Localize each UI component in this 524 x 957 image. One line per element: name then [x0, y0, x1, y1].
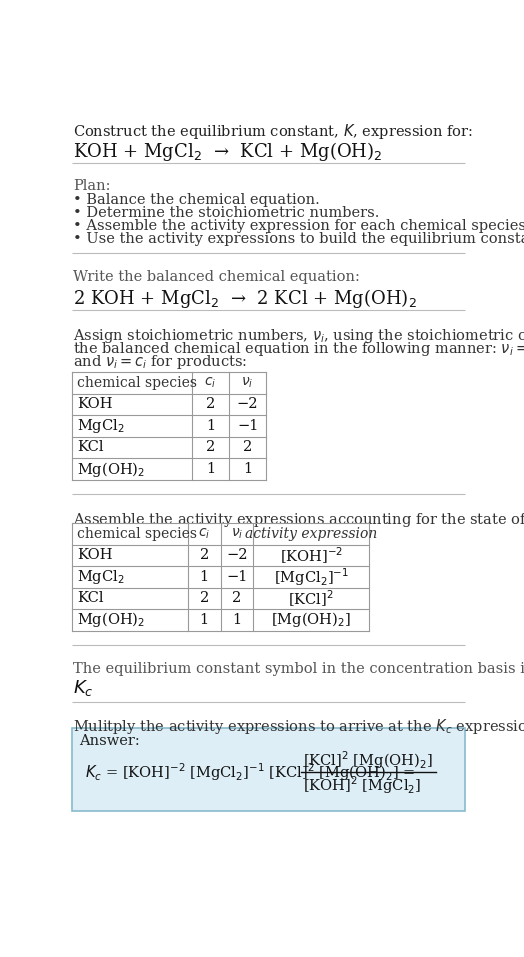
Text: 2: 2 — [200, 591, 209, 606]
Text: Mg(OH)$_2$: Mg(OH)$_2$ — [77, 459, 145, 478]
Text: 1: 1 — [243, 462, 252, 476]
Text: 2 KOH + MgCl$_2$  →  2 KCl + Mg(OH)$_2$: 2 KOH + MgCl$_2$ → 2 KCl + Mg(OH)$_2$ — [73, 286, 417, 309]
FancyBboxPatch shape — [72, 727, 465, 811]
Text: 2: 2 — [206, 440, 215, 455]
Text: 2: 2 — [206, 397, 215, 412]
Text: $c_i$: $c_i$ — [198, 526, 210, 541]
Text: $K_c$ = [KOH]$^{-2}$ [MgCl$_2$]$^{-1}$ [KCl]$^2$ [Mg(OH)$_2$] =: $K_c$ = [KOH]$^{-2}$ [MgCl$_2$]$^{-1}$ [… — [85, 762, 415, 783]
Text: Assign stoichiometric numbers, $\nu_i$, using the stoichiometric coefficients, $: Assign stoichiometric numbers, $\nu_i$, … — [73, 326, 524, 345]
Text: 2: 2 — [243, 440, 252, 455]
Text: $K_c$: $K_c$ — [73, 679, 94, 699]
Text: −1: −1 — [237, 419, 258, 433]
Text: • Determine the stoichiometric numbers.: • Determine the stoichiometric numbers. — [73, 206, 379, 220]
Text: MgCl$_2$: MgCl$_2$ — [77, 417, 125, 434]
Text: 1: 1 — [200, 569, 209, 584]
Text: chemical species: chemical species — [77, 376, 197, 389]
Text: KOH: KOH — [77, 397, 113, 412]
Text: [Mg(OH)$_2$]: [Mg(OH)$_2$] — [271, 611, 351, 630]
Text: and $\nu_i = c_i$ for products:: and $\nu_i = c_i$ for products: — [73, 353, 247, 370]
Text: 2: 2 — [200, 548, 209, 563]
Text: −2: −2 — [237, 397, 258, 412]
Text: [KOH]$^{-2}$: [KOH]$^{-2}$ — [280, 545, 343, 566]
Text: Write the balanced chemical equation:: Write the balanced chemical equation: — [73, 270, 360, 283]
Text: 1: 1 — [200, 613, 209, 627]
Text: Mulitply the activity expressions to arrive at the $K_c$ expression:: Mulitply the activity expressions to arr… — [73, 717, 524, 736]
Text: [MgCl$_2$]$^{-1}$: [MgCl$_2$]$^{-1}$ — [274, 566, 348, 588]
Text: [KCl]$^2$ [Mg(OH)$_2$]: [KCl]$^2$ [Mg(OH)$_2$] — [303, 749, 432, 771]
Text: 1: 1 — [206, 419, 215, 433]
Text: Answer:: Answer: — [80, 734, 140, 748]
Text: −1: −1 — [226, 569, 247, 584]
Text: 1: 1 — [206, 462, 215, 476]
Text: activity expression: activity expression — [245, 526, 377, 541]
Text: KOH + MgCl$_2$  →  KCl + Mg(OH)$_2$: KOH + MgCl$_2$ → KCl + Mg(OH)$_2$ — [73, 141, 383, 164]
Text: • Assemble the activity expression for each chemical species.: • Assemble the activity expression for e… — [73, 219, 524, 233]
Bar — [72, 523, 369, 631]
Bar — [72, 372, 266, 479]
Text: Mg(OH)$_2$: Mg(OH)$_2$ — [77, 611, 145, 630]
Text: KCl: KCl — [77, 440, 104, 455]
Text: MgCl$_2$: MgCl$_2$ — [77, 568, 125, 586]
Text: [KOH]$^2$ [MgCl$_2$]: [KOH]$^2$ [MgCl$_2$] — [303, 774, 421, 795]
Text: 2: 2 — [232, 591, 242, 606]
Text: −2: −2 — [226, 548, 247, 563]
Text: Assemble the activity expressions accounting for the state of matter and $\nu_i$: Assemble the activity expressions accoun… — [73, 511, 524, 528]
Text: 1: 1 — [232, 613, 242, 627]
Text: Construct the equilibrium constant, $K$, expression for:: Construct the equilibrium constant, $K$,… — [73, 122, 473, 141]
Text: $\nu_i$: $\nu_i$ — [242, 375, 254, 390]
Text: KOH: KOH — [77, 548, 113, 563]
Text: the balanced chemical equation in the following manner: $\nu_i = -c_i$ for react: the balanced chemical equation in the fo… — [73, 340, 524, 358]
Text: $\nu_i$: $\nu_i$ — [231, 526, 243, 541]
Text: The equilibrium constant symbol in the concentration basis is:: The equilibrium constant symbol in the c… — [73, 661, 524, 676]
Text: • Balance the chemical equation.: • Balance the chemical equation. — [73, 192, 320, 207]
Text: KCl: KCl — [77, 591, 104, 606]
Text: chemical species: chemical species — [77, 526, 197, 541]
Text: [KCl]$^2$: [KCl]$^2$ — [288, 589, 334, 609]
Text: $c_i$: $c_i$ — [204, 375, 216, 390]
Text: Plan:: Plan: — [73, 179, 111, 192]
Text: • Use the activity expressions to build the equilibrium constant expression.: • Use the activity expressions to build … — [73, 232, 524, 246]
